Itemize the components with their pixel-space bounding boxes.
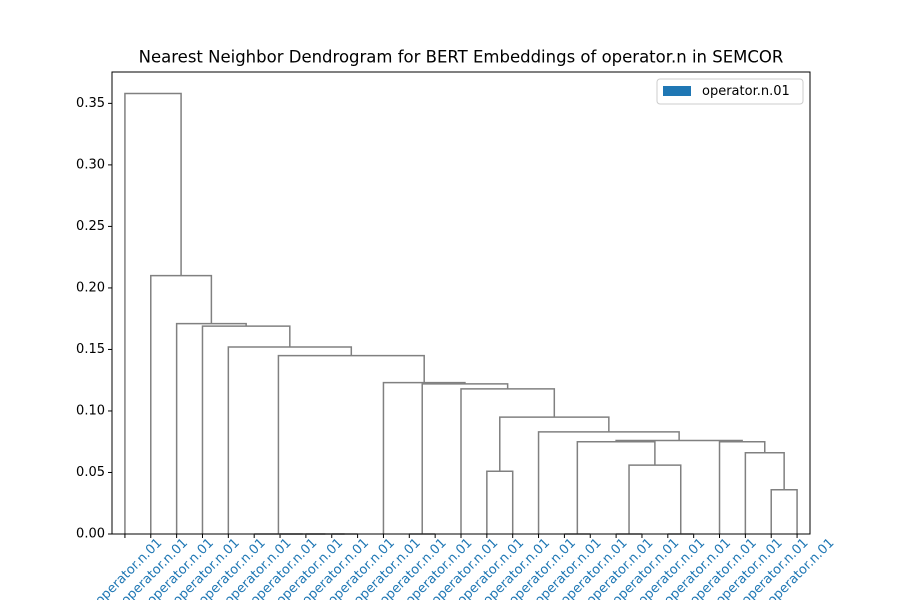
legend-box: [656, 78, 804, 105]
y-tick-label: 0.25: [76, 219, 105, 234]
link: [277, 354, 425, 534]
y-tick-label: 0.00: [76, 527, 105, 542]
link: [628, 464, 682, 534]
chart-title: Nearest Neighbor Dendrogram for BERT Emb…: [139, 48, 784, 67]
link: [486, 470, 514, 534]
y-tick-label: 0.20: [76, 280, 105, 295]
link: [615, 439, 743, 442]
link: [124, 92, 182, 534]
link: [175, 322, 247, 534]
plot-frame: [111, 71, 811, 535]
y-tick-label: 0.15: [76, 342, 105, 357]
link: [382, 381, 466, 534]
y-tick-label: 0.05: [76, 465, 105, 480]
link: [460, 388, 556, 534]
y-tick-label: 0.30: [76, 157, 105, 172]
y-tick-label: 0.10: [76, 403, 105, 418]
legend-swatch: [663, 86, 691, 96]
y-tick-label: 0.35: [76, 96, 105, 111]
legend-label: operator.n.01: [702, 84, 790, 99]
link: [150, 274, 213, 534]
link: [499, 416, 610, 472]
